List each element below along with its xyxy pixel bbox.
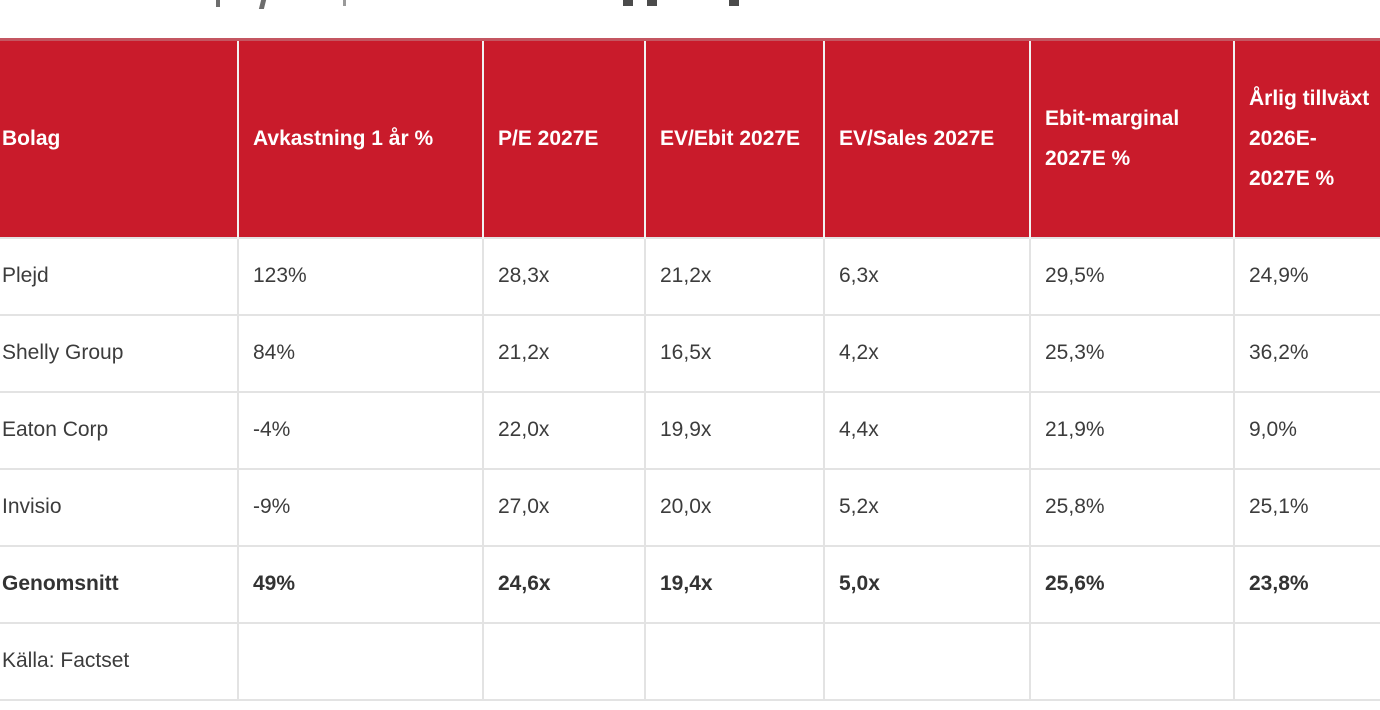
cropped-text-fragment	[623, 0, 633, 6]
value-cell: 25,1%	[1233, 467, 1380, 547]
cropped-text-fragment	[729, 0, 739, 6]
value-cell: 16,5x	[644, 313, 825, 393]
value-cell: 5,2x	[823, 467, 1031, 547]
company-name-cell: Eaton Corp	[0, 390, 239, 470]
value-cell: -9%	[237, 467, 484, 547]
value-cell: 84%	[237, 313, 484, 393]
value-cell: 28,3x	[482, 236, 646, 316]
value-cell: 25,6%	[1029, 544, 1235, 624]
value-cell: 9,0%	[1233, 390, 1380, 470]
column-header-ebit-marginal-2027e: Ebit-marginal 2027E %	[1029, 38, 1235, 238]
value-cell: -4%	[237, 390, 484, 470]
table-row-eaton-corp: Eaton Corp -4% 22,0x 19,9x 4,4x 21,9% 9,…	[0, 390, 1380, 470]
cropped-text-fragment	[216, 0, 220, 7]
value-cell: 49%	[237, 544, 484, 624]
average-label-cell: Genomsnitt	[0, 544, 239, 624]
column-header-ev-ebit-2027e: EV/Ebit 2027E	[644, 38, 825, 238]
value-cell: 23,8%	[1233, 544, 1380, 624]
source-cell: Källa: Factset	[0, 621, 239, 701]
table-row-shelly-group: Shelly Group 84% 21,2x 16,5x 4,2x 25,3% …	[0, 313, 1380, 393]
table-header-row: Bolag Avkastning 1 år % P/E 2027E EV/Ebi…	[0, 38, 1380, 238]
table-row-genomsnitt: Genomsnitt 49% 24,6x 19,4x 5,0x 25,6% 23…	[0, 544, 1380, 624]
value-cell: 21,2x	[644, 236, 825, 316]
cropped-text-fragment	[343, 0, 346, 6]
column-header-bolag: Bolag	[0, 38, 239, 238]
value-cell: 24,9%	[1233, 236, 1380, 316]
value-cell: 21,2x	[482, 313, 646, 393]
value-cell: 22,0x	[482, 390, 646, 470]
value-cell: 27,0x	[482, 467, 646, 547]
company-name-cell: Plejd	[0, 236, 239, 316]
table-row-source: Källa: Factset	[0, 621, 1380, 701]
value-cell: 4,4x	[823, 390, 1031, 470]
cropped-text-fragment	[258, 0, 267, 9]
company-name-cell: Shelly Group	[0, 313, 239, 393]
value-cell: 25,8%	[1029, 467, 1235, 547]
value-cell: 29,5%	[1029, 236, 1235, 316]
value-cell: 20,0x	[644, 467, 825, 547]
value-cell: 123%	[237, 236, 484, 316]
value-cell: 19,4x	[644, 544, 825, 624]
empty-cell	[237, 621, 484, 701]
value-cell: 4,2x	[823, 313, 1031, 393]
valuation-table: Bolag Avkastning 1 år % P/E 2027E EV/Ebi…	[0, 38, 1380, 701]
table-row-invisio: Invisio -9% 27,0x 20,0x 5,2x 25,8% 25,1%	[0, 467, 1380, 547]
column-header-arlig-tillvaxt: Årlig tillväxt 2026E-2027E %	[1233, 38, 1380, 238]
value-cell: 5,0x	[823, 544, 1031, 624]
empty-cell	[644, 621, 825, 701]
value-cell: 25,3%	[1029, 313, 1235, 393]
empty-cell	[1029, 621, 1235, 701]
column-header-pe-2027e: P/E 2027E	[482, 38, 646, 238]
column-header-avkastning-1-ar: Avkastning 1 år %	[237, 38, 484, 238]
value-cell: 36,2%	[1233, 313, 1380, 393]
empty-cell	[823, 621, 1031, 701]
value-cell: 24,6x	[482, 544, 646, 624]
value-cell: 6,3x	[823, 236, 1031, 316]
empty-cell	[482, 621, 646, 701]
value-cell: 19,9x	[644, 390, 825, 470]
company-name-cell: Invisio	[0, 467, 239, 547]
empty-cell	[1233, 621, 1380, 701]
table-row-plejd: Plejd 123% 28,3x 21,2x 6,3x 29,5% 24,9%	[0, 236, 1380, 316]
column-header-ev-sales-2027e: EV/Sales 2027E	[823, 38, 1031, 238]
cropped-text-fragment	[647, 0, 657, 6]
value-cell: 21,9%	[1029, 390, 1235, 470]
cropped-text-line	[0, 0, 1380, 10]
